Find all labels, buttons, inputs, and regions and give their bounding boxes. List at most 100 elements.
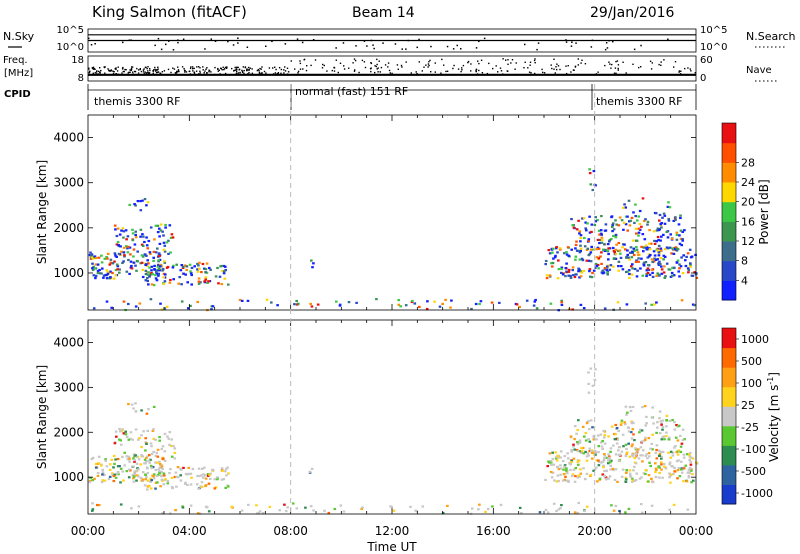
range-gate-cell	[128, 272, 131, 275]
range-gate-cell	[677, 424, 681, 427]
frequency-dot	[190, 66, 192, 68]
colorbar-tick-label: 500	[741, 355, 762, 368]
range-gate-cell	[149, 226, 153, 229]
range-gate-cell	[648, 242, 651, 245]
range-gate-cell	[628, 472, 632, 475]
range-gate-cell	[544, 263, 547, 266]
range-gate-cell	[661, 428, 664, 431]
frequency-dot	[199, 70, 201, 72]
range-gate-cell	[614, 433, 617, 436]
range-gate-cell	[606, 243, 610, 246]
range-gate-cell	[335, 300, 338, 303]
range-gate-cell	[154, 454, 158, 457]
range-gate-cell	[91, 257, 95, 260]
range-gate-cell	[129, 253, 132, 256]
range-gate-cell	[105, 465, 109, 468]
frequency-dot	[188, 70, 190, 73]
y-tick-label: 1000	[53, 266, 84, 280]
range-gate-cell	[652, 230, 656, 233]
velocity-colorbar-label-close: ]	[767, 372, 781, 377]
range-gate-cell	[682, 456, 686, 459]
colorbar-tick-label: 24	[741, 176, 755, 189]
range-gate-cell	[582, 269, 586, 272]
range-gate-cell	[190, 273, 193, 277]
colorbar-segment	[722, 142, 736, 163]
range-gate-cell	[566, 246, 570, 249]
range-gate-cell	[647, 452, 651, 455]
range-gate-cell	[587, 259, 591, 262]
range-gate-cell	[602, 429, 605, 432]
range-gate-cell	[600, 236, 604, 239]
range-gate-cell	[636, 269, 639, 272]
range-gate-cell	[641, 454, 644, 457]
range-gate-cell	[679, 237, 683, 240]
range-gate-cell	[602, 436, 606, 439]
range-gate-cell	[618, 216, 622, 219]
range-gate-cell	[650, 416, 654, 419]
range-gate-cell	[579, 450, 582, 453]
range-gate-cell	[604, 229, 608, 232]
range-gate-cell	[158, 254, 161, 258]
range-gate-cell	[213, 478, 217, 481]
frequency-dot	[673, 66, 675, 68]
colorbar-segment	[722, 445, 736, 466]
range-gate-cell	[181, 506, 185, 509]
range-gate-cell	[225, 474, 228, 477]
range-gate-cell	[622, 221, 626, 224]
range-gate-cell	[201, 262, 205, 266]
range-gate-cell	[185, 268, 188, 272]
frequency-dot	[348, 67, 350, 69]
velocity-y-label: Slant Range [km]	[35, 365, 49, 469]
frequency-dot	[236, 70, 238, 72]
range-gate-cell	[607, 453, 610, 456]
range-gate-cell	[149, 477, 152, 480]
range-gate-cell	[610, 459, 613, 462]
frequency-dot	[131, 66, 133, 68]
range-gate-cell	[141, 479, 145, 482]
range-gate-cell	[147, 271, 150, 274]
range-gate-cell	[163, 307, 167, 310]
range-gate-cell	[554, 254, 557, 257]
range-gate-cell	[688, 471, 691, 474]
range-gate-cell	[118, 438, 121, 441]
frequency-dot	[159, 72, 161, 74]
range-gate-cell	[546, 511, 550, 514]
range-gate-cell	[223, 277, 227, 280]
colorbar-tick-label: -100	[741, 443, 766, 456]
range-gate-cell	[210, 308, 213, 311]
noise-dot	[591, 39, 594, 42]
range-gate-cell	[577, 463, 580, 466]
range-gate-cell	[150, 271, 153, 275]
range-gate-cell	[168, 431, 172, 434]
range-gate-cell	[130, 403, 134, 406]
range-gate-cell	[602, 466, 605, 469]
range-gate-cell	[605, 477, 609, 480]
frequency-dot	[117, 66, 119, 68]
range-gate-cell	[127, 468, 131, 471]
range-gate-cell	[619, 423, 623, 426]
range-gate-cell	[583, 236, 586, 240]
range-gate-cell	[677, 223, 681, 226]
range-gate-cell	[660, 463, 663, 466]
frequency-dot	[581, 59, 583, 61]
range-gate-cell	[641, 406, 644, 409]
range-gate-cell	[607, 462, 610, 465]
frequency-dot	[189, 73, 192, 75]
frequency-dot	[378, 60, 380, 62]
range-gate-cell	[122, 260, 125, 263]
range-gate-cell	[614, 219, 617, 222]
frequency-dot	[310, 64, 312, 67]
range-gate-cell	[584, 478, 587, 481]
range-gate-cell	[157, 274, 160, 277]
range-gate-cell	[555, 456, 558, 459]
range-gate-cell	[133, 474, 137, 477]
frequency-dot	[321, 67, 324, 69]
range-gate-cell	[312, 262, 315, 265]
range-gate-cell	[158, 460, 161, 463]
range-gate-cell	[595, 248, 598, 251]
range-gate-cell	[597, 257, 601, 260]
frequency-dot	[193, 67, 195, 70]
